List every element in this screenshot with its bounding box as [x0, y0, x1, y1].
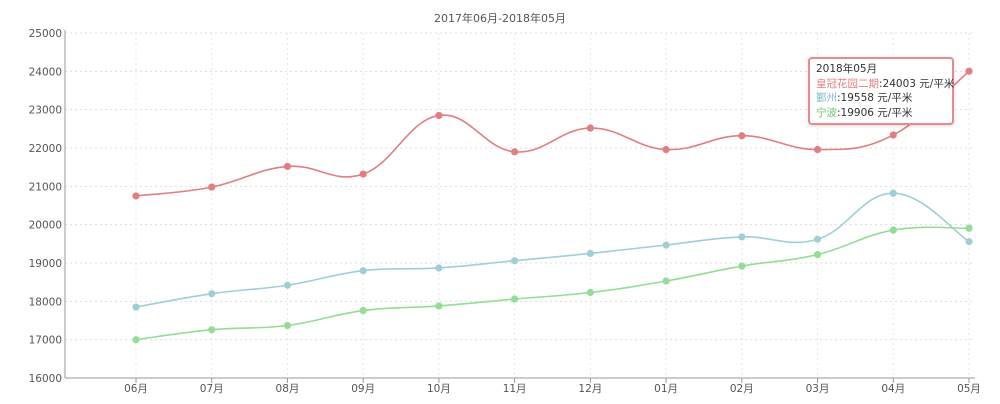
- y-tick-label: 21000: [29, 181, 62, 193]
- y-tick-label: 16000: [29, 373, 62, 385]
- data-point-s2-8[interactable]: [662, 241, 670, 249]
- y-tick-label: 19000: [29, 258, 62, 270]
- x-tick-label: 06月: [124, 383, 148, 395]
- data-point-s1-2[interactable]: [208, 183, 216, 191]
- tooltip: 2018年05月 皇冠花园二期:24003 元/平米 鄞州:19558 元/平米…: [808, 57, 954, 125]
- data-point-s3-5[interactable]: [435, 302, 443, 310]
- data-point-s1-9[interactable]: [738, 132, 746, 140]
- data-point-s2-1[interactable]: [132, 303, 140, 311]
- data-point-s1-4[interactable]: [359, 170, 367, 178]
- series: [132, 67, 973, 344]
- data-point-s3-2[interactable]: [208, 326, 216, 334]
- x-tick-label: 10月: [427, 383, 451, 395]
- data-point-s3-7[interactable]: [586, 288, 594, 297]
- data-point-s3-12[interactable]: [965, 224, 973, 232]
- data-point-s3-10[interactable]: [813, 250, 822, 259]
- axes: 16000 17000 18000 19000 20000 21000 22000 23000…: [29, 28, 981, 395]
- data-point-s1-5[interactable]: [435, 111, 443, 120]
- x-tick-label: 03月: [806, 383, 830, 395]
- data-point-s2-11[interactable]: [889, 189, 897, 197]
- data-point-s2-7[interactable]: [586, 249, 594, 258]
- data-point-s3-1[interactable]: [132, 336, 140, 344]
- data-point-s3-8[interactable]: [662, 277, 670, 285]
- data-point-s2-10[interactable]: [813, 235, 822, 243]
- y-tick-label: 22000: [29, 143, 62, 155]
- data-point-s1-1[interactable]: [132, 192, 140, 200]
- x-tick-label: 08月: [276, 383, 300, 395]
- x-tick-label: 01月: [654, 383, 678, 395]
- x-tick-label: 04月: [881, 383, 905, 395]
- y-tick-label: 17000: [29, 335, 62, 347]
- y-tick-label: 23000: [29, 105, 62, 117]
- tooltip-row-1: 皇冠花园二期:24003 元/平米: [816, 77, 954, 92]
- data-point-s2-9[interactable]: [738, 233, 746, 241]
- tooltip-row-2: 鄞州:19558 元/平米: [816, 91, 946, 106]
- tooltip-label-3: 宁波: [816, 106, 837, 119]
- series-line-2: [135, 192, 970, 308]
- tooltip-value-3: :19906 元/平米: [837, 106, 913, 119]
- chart-title: 2017年06月-2018年05月: [434, 11, 566, 25]
- x-tick-label: 05月: [957, 383, 981, 395]
- y-tick-label: 18000: [29, 296, 62, 308]
- data-point-s3-4[interactable]: [359, 306, 367, 315]
- x-tick-label: 12月: [578, 383, 602, 395]
- tooltip-title: 2018年05月: [816, 63, 878, 75]
- data-point-s2-5[interactable]: [435, 264, 443, 272]
- data-point-s1-11[interactable]: [889, 131, 897, 139]
- x-tick-label: 07月: [200, 383, 224, 395]
- series-line-3: [135, 226, 970, 341]
- x-tick-label: 11月: [503, 383, 527, 395]
- data-point-s1-7[interactable]: [586, 124, 594, 132]
- data-point-s2-4[interactable]: [359, 267, 367, 275]
- x-tick-label: 02月: [730, 383, 754, 395]
- tooltip-label-2: 鄞州: [816, 92, 837, 104]
- x-tick-label: 09月: [351, 383, 375, 395]
- data-point-s3-9[interactable]: [738, 262, 746, 270]
- data-point-s1-6[interactable]: [511, 148, 519, 156]
- tooltip-row-3: 宁波:19906 元/平米: [816, 106, 946, 121]
- tooltip-value-2: :19558 元/平米: [837, 92, 913, 104]
- y-tick-label: 25000: [29, 28, 62, 40]
- data-point-s3-11[interactable]: [889, 226, 897, 234]
- data-point-s3-6[interactable]: [511, 295, 519, 303]
- data-point-s2-2[interactable]: [208, 290, 216, 298]
- data-point-s2-12[interactable]: [965, 238, 973, 246]
- data-point-s1-10[interactable]: [813, 145, 822, 154]
- data-point-s2-3[interactable]: [283, 281, 292, 289]
- tooltip-label-1: 皇冠花园二期: [816, 77, 879, 90]
- tooltip-value-1: :24003 元/平米: [879, 77, 955, 90]
- data-point-s2-6[interactable]: [511, 257, 519, 265]
- data-point-s1-12[interactable]: [965, 67, 973, 75]
- data-point-s1-3[interactable]: [283, 162, 292, 170]
- data-point-s3-3[interactable]: [283, 321, 292, 330]
- data-point-s1-8[interactable]: [662, 145, 670, 154]
- y-tick-label: 24000: [29, 66, 62, 78]
- y-tick-label: 20000: [29, 220, 62, 232]
